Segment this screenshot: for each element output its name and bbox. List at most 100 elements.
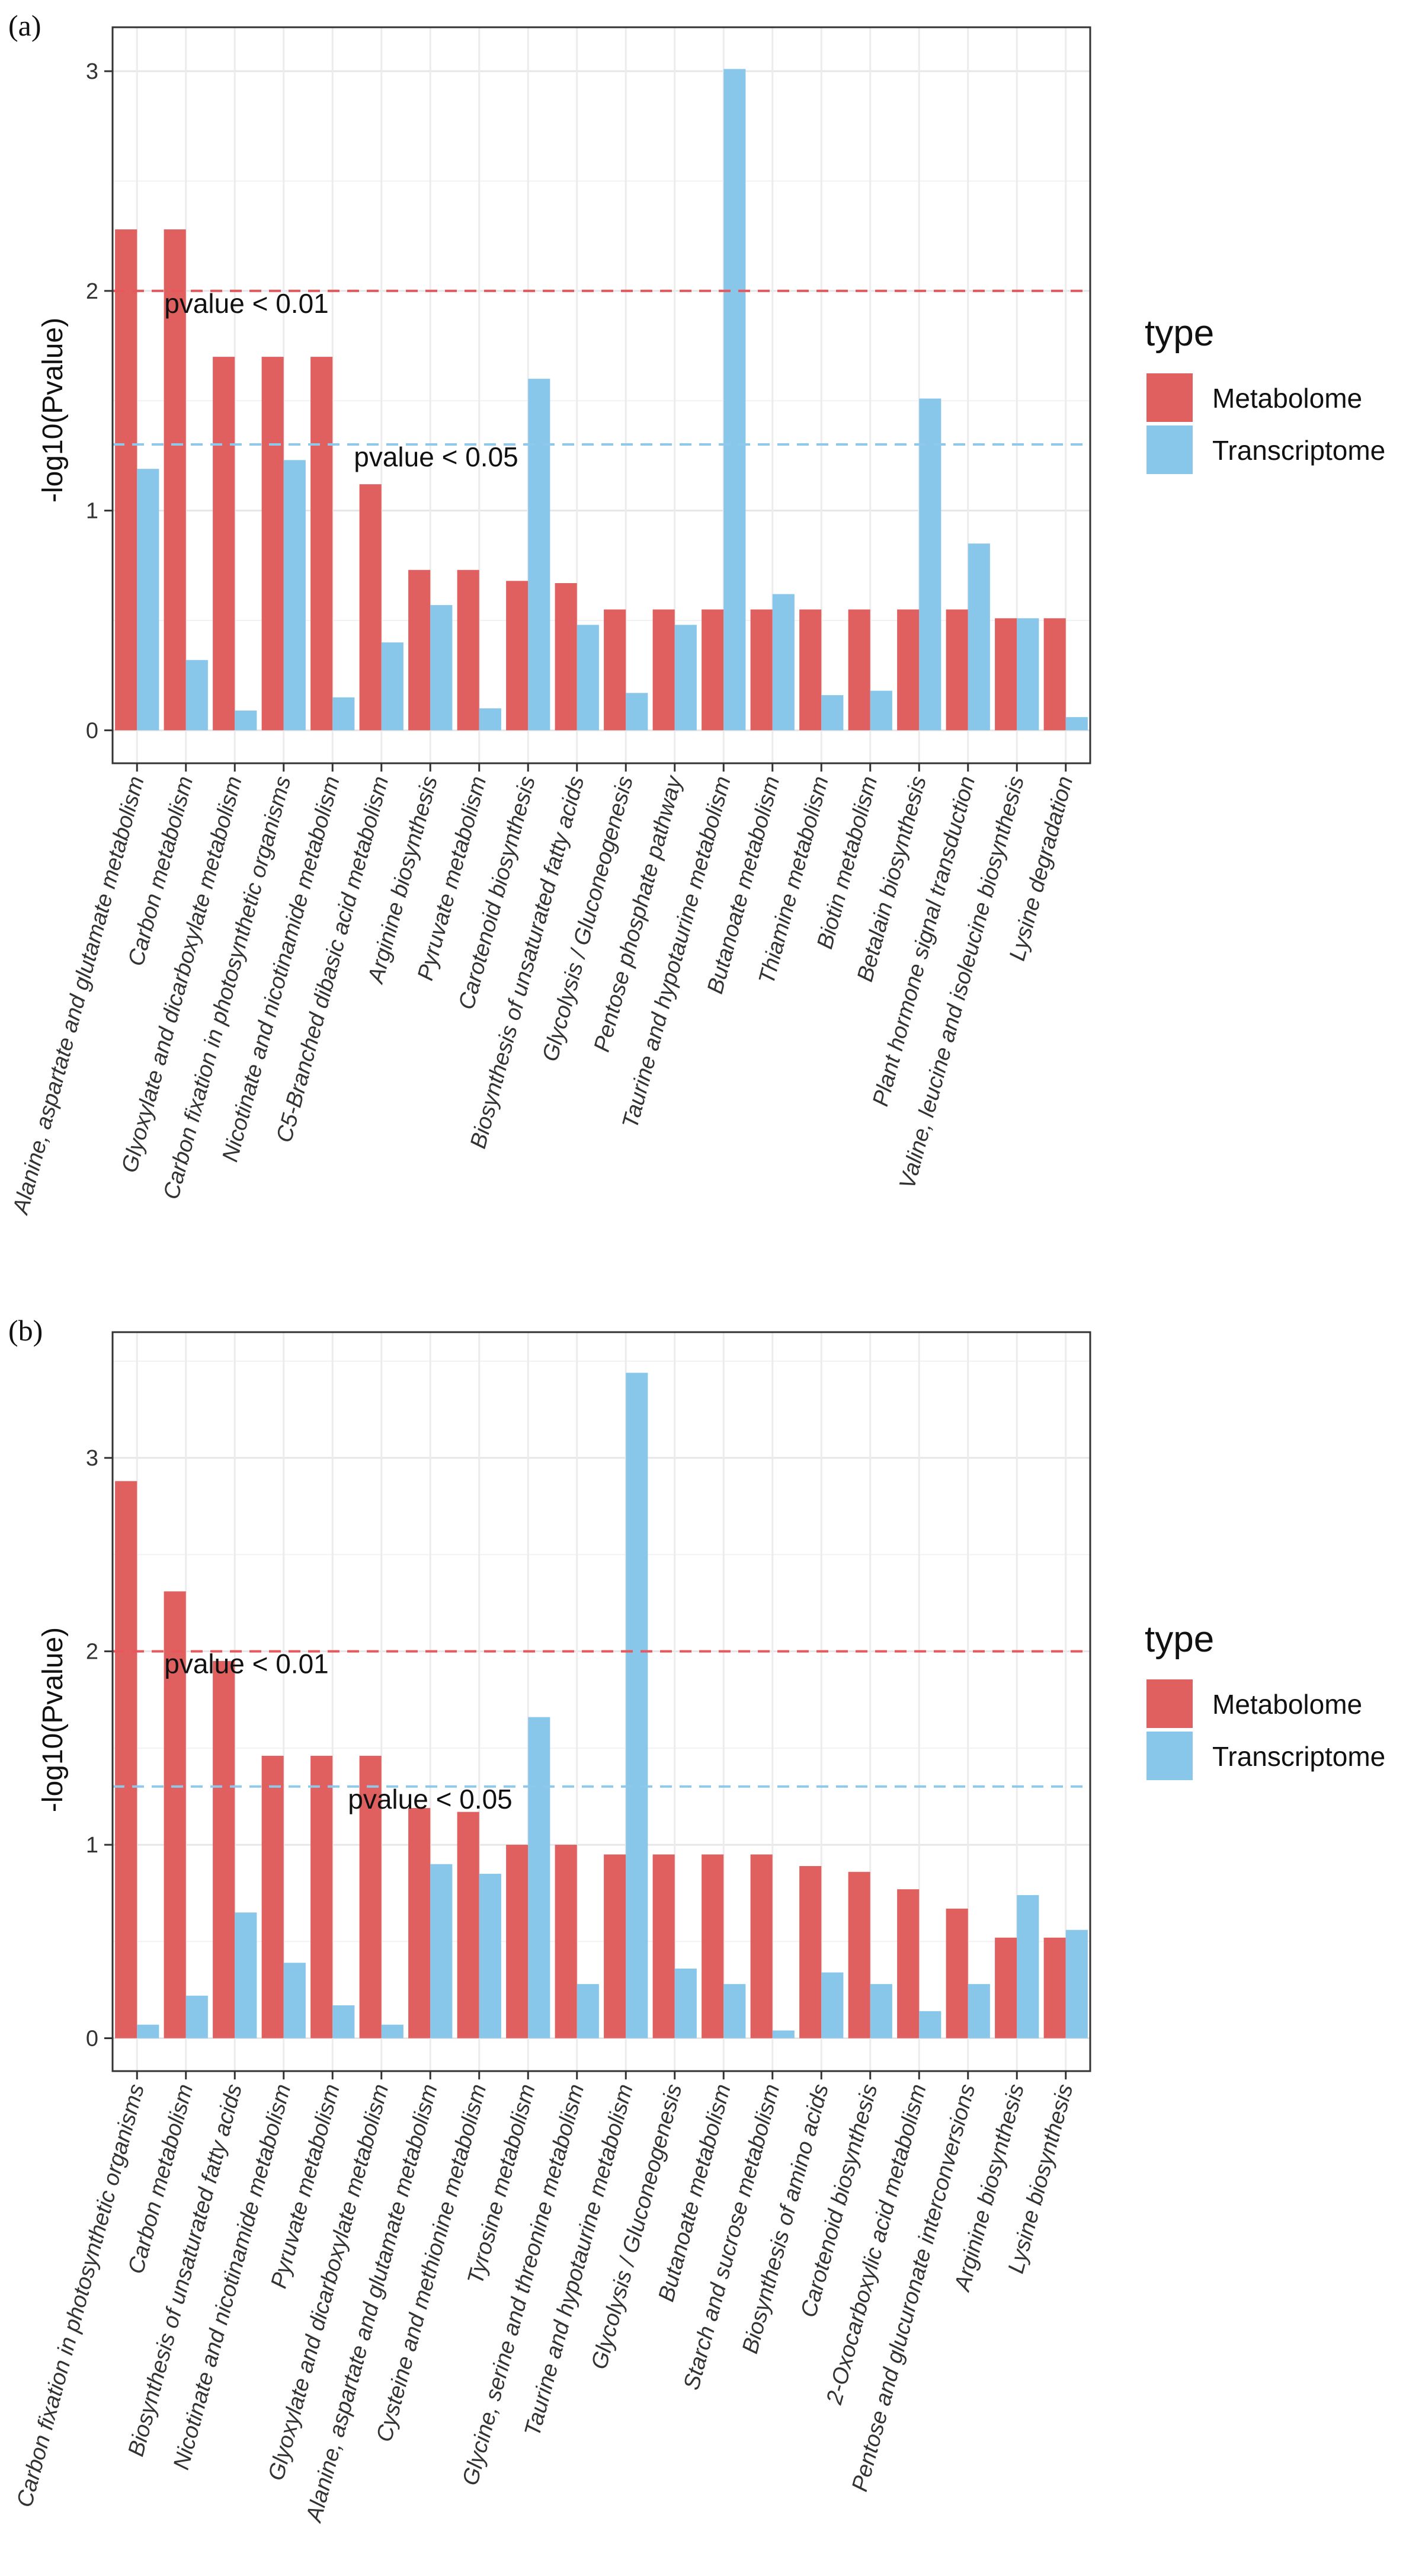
panel-b-bar-transcriptome <box>430 1864 453 2039</box>
panel-a-bar-metabolome <box>261 357 284 731</box>
panel-a-bar-transcriptome <box>870 690 892 731</box>
panel-a-bar-metabolome <box>1043 618 1066 731</box>
panel-a-bar-metabolome <box>946 609 968 731</box>
panel-b-legend-label-metabolome: Metabolome <box>1212 1689 1362 1720</box>
panel-b-legend: type Metabolome Transcriptome <box>1145 1619 1385 1780</box>
panel-b-bar-transcriptome <box>968 1984 990 2039</box>
panel-a-bar-metabolome <box>115 229 137 731</box>
panel-b-bar-transcriptome <box>528 1717 550 2039</box>
panel-a-bar-transcriptome <box>332 697 355 731</box>
panel-b-plot-border <box>111 1331 1091 2072</box>
panel-b-bar-metabolome <box>457 1812 479 2039</box>
panel-a-bar-metabolome <box>555 583 577 731</box>
panel-b-label: (b) <box>8 1314 43 1347</box>
panel-b-bar-metabolome <box>408 1808 431 2039</box>
panel-a-bar-metabolome <box>359 484 382 731</box>
panel-a-legend-title: type <box>1145 313 1214 354</box>
panel-a-plot-border <box>111 26 1091 764</box>
panel-a-bar-metabolome <box>506 581 529 731</box>
panel-b-legend-label-transcriptome: Transcriptome <box>1212 1741 1385 1772</box>
panel-b-legend-key-transcriptome <box>1146 1732 1193 1780</box>
panel-b-bar-transcriptome <box>577 1984 599 2039</box>
panel-a-y-tick-label: 3 <box>86 59 98 84</box>
panel-a-bar-metabolome <box>408 569 431 731</box>
panel-a-bar-transcriptome <box>919 398 941 731</box>
panel-a-y-tick-label: 0 <box>86 718 98 743</box>
panel-a-bar-transcriptome <box>772 594 795 731</box>
panel-b-bar-transcriptome <box>332 2005 355 2039</box>
panel-a-legend-key-metabolome <box>1146 373 1193 422</box>
panel-a-bar-transcriptome <box>1017 618 1039 731</box>
panel-b-bar-metabolome <box>848 1871 870 2039</box>
panel-b-bar-metabolome <box>897 1889 920 2039</box>
panel-b-bar-metabolome <box>359 1755 382 2039</box>
panel-a-bar-metabolome <box>995 618 1017 731</box>
panel-a-label: (a) <box>8 9 41 42</box>
panel-a-y-tick-label: 1 <box>86 499 98 524</box>
panel-b-bar-metabolome <box>702 1854 724 2039</box>
panel-a-legend: type Metabolome Transcriptome <box>1145 313 1385 474</box>
panel-a-bar-metabolome <box>848 609 870 731</box>
panel-a-bar-transcriptome <box>479 708 501 731</box>
panel-b-bar-transcriptome <box>821 1972 844 2039</box>
panel-a-bar-metabolome <box>310 357 333 731</box>
panel-a-y-axis-title: -log10(Pvalue) <box>37 318 69 503</box>
panel-a-bar-metabolome <box>457 569 479 731</box>
panel-b-bar-transcriptome <box>137 2024 159 2039</box>
panel-a-bar-transcriptome <box>430 605 453 731</box>
panel-a-bar-metabolome <box>750 609 773 731</box>
panel-b-bar-transcriptome <box>1065 1929 1088 2039</box>
panel-a-bar-transcriptome <box>185 660 208 731</box>
panel-a-bar-transcriptome <box>674 625 697 731</box>
panel-b-bar-transcriptome <box>185 1995 208 2039</box>
panel-a-bar-transcriptome <box>723 69 746 731</box>
panel-a-legend-key-transcriptome <box>1146 425 1193 474</box>
panel-a-bar-metabolome <box>799 609 822 731</box>
panel-a-bar-transcriptome <box>137 469 159 731</box>
panel-b-y-tick-label: 0 <box>86 2027 98 2052</box>
panel-b-threshold-label: pvalue < 0.05 <box>348 1784 513 1815</box>
panel-b-bar-transcriptome <box>674 1968 697 2039</box>
panel-a-bar-transcriptome <box>577 625 599 731</box>
panel-b-bar-metabolome <box>946 1908 968 2039</box>
panel-a-bar-transcriptome <box>235 711 257 731</box>
panel-b-bar-metabolome <box>164 1591 186 2039</box>
panel-a-bar-metabolome <box>652 609 675 731</box>
panel-a-threshold-label: pvalue < 0.01 <box>164 288 329 319</box>
panel-a-bar-transcriptome <box>626 693 648 731</box>
panel-b-bar-metabolome <box>261 1755 284 2039</box>
panel-a-bar-transcriptome <box>821 695 844 731</box>
panel-b-bar-transcriptome <box>870 1984 892 2039</box>
panel-b-bar-transcriptome <box>235 1912 257 2039</box>
panel-b-bar-metabolome <box>995 1937 1017 2039</box>
panel-b-bar-metabolome <box>604 1854 626 2039</box>
panel-b-threshold-label: pvalue < 0.01 <box>164 1649 329 1679</box>
panel-a-bar-metabolome <box>213 357 235 731</box>
panel-b-bar-metabolome <box>799 1865 822 2039</box>
panel-a-bar-transcriptome <box>381 642 403 731</box>
panel-a-bar-transcriptome <box>968 543 990 731</box>
panel-b-bar-metabolome <box>1043 1937 1066 2039</box>
panel-b-bar-transcriptome <box>381 2024 403 2039</box>
panel-a-bar-transcriptome <box>1065 717 1088 731</box>
panel-a-y-tick-label: 2 <box>86 279 98 304</box>
panel-b-bar-metabolome <box>750 1854 773 2039</box>
panel-a-bar-transcriptome <box>283 460 306 731</box>
panel-b-y-tick-label: 3 <box>86 1446 98 1471</box>
panel-b-bar-metabolome <box>506 1845 529 2039</box>
panel-b-legend-title: type <box>1145 1619 1214 1660</box>
panel-b-bar-metabolome <box>555 1845 577 2039</box>
panel-b-bar-transcriptome <box>772 2030 795 2039</box>
panel-b-legend-key-metabolome <box>1146 1679 1193 1728</box>
panel-b-bar-transcriptome <box>283 1963 306 2039</box>
panel-b-bar-transcriptome <box>1017 1895 1039 2039</box>
panel-b-y-tick-label: 1 <box>86 1833 98 1858</box>
panel-a-bar-metabolome <box>702 609 724 731</box>
panel-a-legend-label-transcriptome: Transcriptome <box>1212 435 1385 466</box>
panel-a-legend-label-metabolome: Metabolome <box>1212 383 1362 414</box>
panel-a-bar-metabolome <box>604 609 626 731</box>
panel-b-bar-transcriptome <box>919 2011 941 2039</box>
panel-b-bar-transcriptome <box>723 1984 746 2039</box>
panel-b-bar-transcriptome <box>626 1372 648 2039</box>
